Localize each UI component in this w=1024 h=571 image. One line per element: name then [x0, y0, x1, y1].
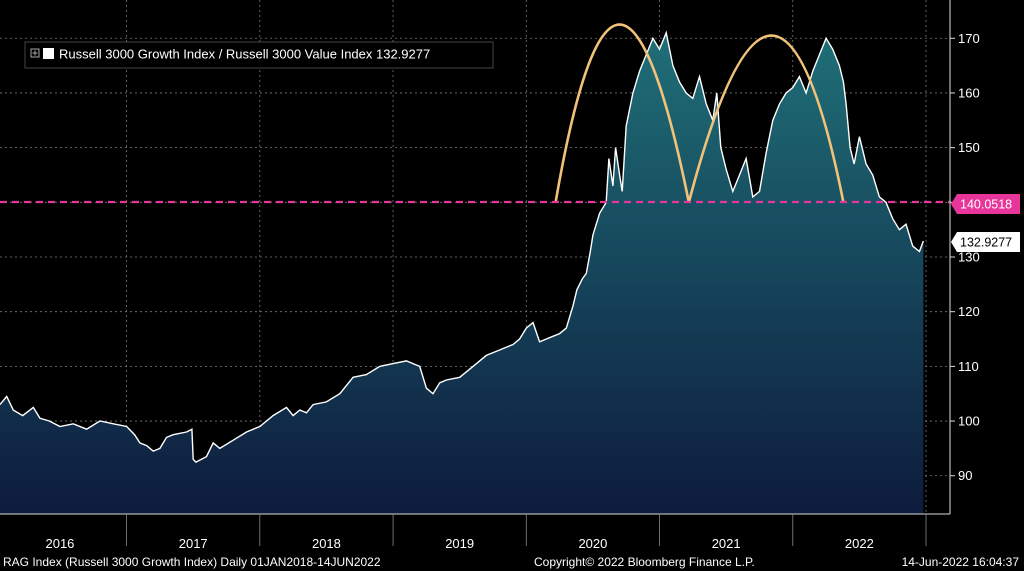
footer-copyright: Copyright© 2022 Bloomberg Finance L.P. [534, 555, 755, 569]
y-tick-label: 130 [958, 250, 980, 265]
legend-box [24, 41, 494, 69]
y-tick-label: 160 [958, 85, 980, 100]
x-axis-ticks: 2016 2017 2018 2019 2020 2021 2022 [45, 514, 927, 551]
x-tick-label: 2018 [312, 536, 341, 551]
y-tick-label: 90 [958, 468, 972, 483]
y-tick-label: 150 [958, 140, 980, 155]
legend: Russell 3000 Growth Index / Russell 3000… [24, 41, 494, 69]
x-tick-label: 2022 [845, 536, 874, 551]
last-value-tag-label: 132.9277 [960, 236, 1012, 250]
last-value-tag: 132.9277 [951, 232, 1020, 252]
y-axis-ticks: 90100110120130140150160170 [950, 31, 980, 483]
series-line [0, 30, 925, 463]
legend-swatch [43, 48, 54, 59]
x-tick-label: 2016 [45, 536, 74, 551]
plus-box-icon[interactable] [30, 48, 40, 58]
legend-label: Russell 3000 Growth Index / Russell 3000… [59, 47, 430, 62]
y-tick-label: 110 [958, 359, 979, 374]
footer-ticker: RAG Index (Russell 3000 Growth Index) Da… [3, 555, 381, 569]
x-tick-label: 2019 [445, 536, 474, 551]
footer: RAG Index (Russell 3000 Growth Index) Da… [3, 555, 1019, 569]
arc-1 [554, 23, 691, 203]
threshold-tag-label: 140.0518 [960, 198, 1012, 212]
series-area [0, 32, 924, 515]
x-tick-label: 2020 [578, 536, 607, 551]
y-tick-label: 120 [958, 304, 980, 319]
x-tick-label: 2021 [712, 536, 741, 551]
y-tick-label: 100 [958, 414, 980, 429]
y-tick-label: 170 [958, 31, 980, 46]
arc-2 [687, 34, 845, 203]
threshold-tag: 140.0518 [951, 194, 1020, 214]
x-tick-label: 2017 [179, 536, 208, 551]
footer-timestamp: 14-Jun-2022 16:04:37 [902, 555, 1020, 569]
double-top-arcs [554, 23, 845, 203]
